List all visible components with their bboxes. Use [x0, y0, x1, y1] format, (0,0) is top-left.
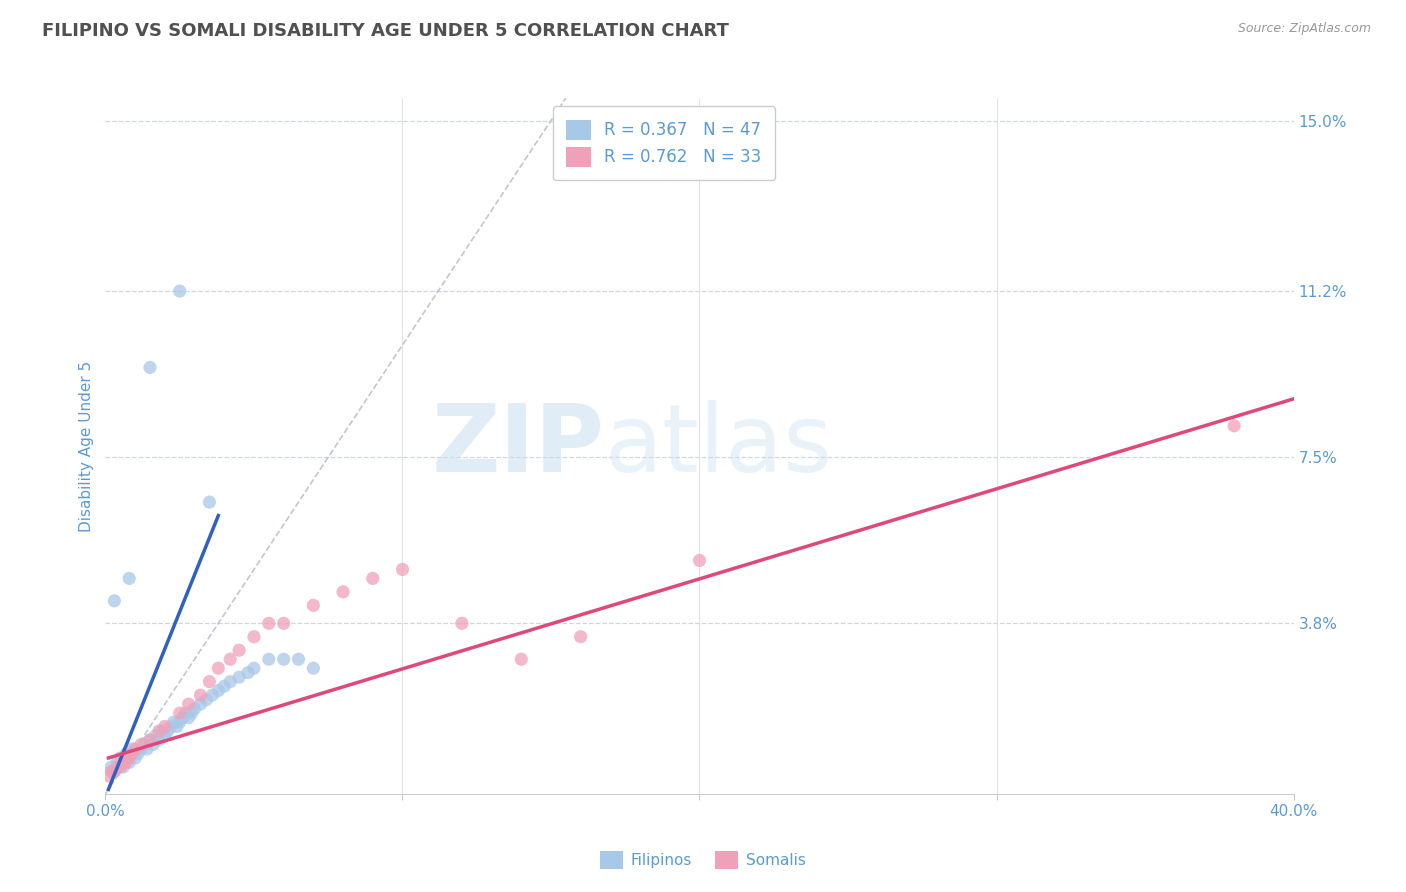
Text: FILIPINO VS SOMALI DISABILITY AGE UNDER 5 CORRELATION CHART: FILIPINO VS SOMALI DISABILITY AGE UNDER … [42, 22, 730, 40]
Point [110, 751, 132, 765]
Point [100, 760, 122, 774]
Point [361, 571, 384, 585]
Point [214, 679, 236, 693]
Point [139, 733, 162, 747]
Point [273, 652, 295, 666]
Point [172, 710, 194, 724]
Point [169, 714, 191, 729]
Point [118, 751, 141, 765]
Point [190, 697, 212, 711]
Point [169, 706, 191, 720]
Point [121, 742, 143, 756]
Point [183, 701, 205, 715]
Text: ZIP: ZIP [432, 400, 605, 492]
Point [156, 724, 179, 739]
Point [110, 760, 132, 774]
Point [228, 670, 250, 684]
Text: Source: ZipAtlas.com: Source: ZipAtlas.com [1237, 22, 1371, 36]
Point [127, 747, 149, 761]
Point [145, 729, 167, 743]
Point [124, 742, 146, 756]
Point [207, 683, 229, 698]
Point [243, 630, 266, 644]
Point [450, 616, 472, 631]
Point [195, 692, 218, 706]
Point [115, 747, 138, 761]
Point [124, 751, 146, 765]
Y-axis label: Disability Age Under 5: Disability Age Under 5 [79, 360, 94, 532]
Point [174, 706, 197, 720]
Point [129, 738, 152, 752]
Point [169, 284, 191, 298]
Point [148, 733, 170, 747]
Point [153, 729, 176, 743]
Point [257, 616, 280, 631]
Point [121, 747, 143, 761]
Text: atlas: atlas [605, 400, 832, 492]
Point [103, 764, 125, 779]
Point [118, 756, 141, 770]
Point [198, 674, 221, 689]
Point [166, 720, 188, 734]
Point [219, 652, 242, 666]
Point [287, 652, 309, 666]
Point [142, 738, 165, 752]
Point [207, 661, 229, 675]
Point [97, 769, 120, 783]
Point [257, 652, 280, 666]
Point [136, 742, 159, 756]
Point [139, 733, 162, 747]
Point [163, 714, 186, 729]
Point [1223, 418, 1246, 433]
Point [112, 756, 135, 770]
Point [118, 571, 141, 585]
Point [273, 616, 295, 631]
Point [129, 742, 152, 756]
Point [219, 674, 242, 689]
Point [105, 760, 128, 774]
Point [689, 553, 711, 567]
Point [190, 688, 212, 702]
Point [180, 706, 202, 720]
Point [105, 756, 128, 770]
Point [132, 738, 155, 752]
Point [243, 661, 266, 675]
Point [177, 710, 200, 724]
Point [177, 697, 200, 711]
Point [236, 665, 259, 680]
Point [115, 756, 138, 770]
Point [103, 594, 125, 608]
Point [201, 688, 224, 702]
Point [139, 360, 162, 375]
Point [100, 764, 122, 779]
Point [198, 495, 221, 509]
Point [150, 724, 173, 739]
Point [391, 562, 413, 576]
Point [159, 720, 181, 734]
Point [228, 643, 250, 657]
Legend: Filipinos, Somalis: Filipinos, Somalis [595, 845, 811, 875]
Point [510, 652, 533, 666]
Point [332, 585, 354, 599]
Point [569, 630, 592, 644]
Point [153, 720, 176, 734]
Legend: R = 0.367   N = 47, R = 0.762   N = 33: R = 0.367 N = 47, R = 0.762 N = 33 [553, 106, 775, 180]
Point [302, 599, 325, 613]
Point [112, 760, 135, 774]
Point [148, 724, 170, 739]
Point [103, 764, 125, 779]
Point [302, 661, 325, 675]
